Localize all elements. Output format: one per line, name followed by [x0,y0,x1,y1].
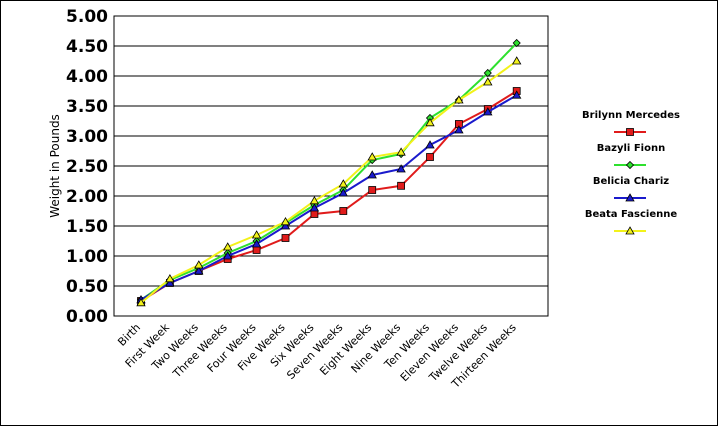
legend-marker [625,160,635,170]
y-tick-label: 0.50 [66,277,108,297]
data-point [194,266,204,275]
data-point [397,181,406,190]
data-point [251,230,262,239]
y-tick-label: 3.00 [66,127,108,147]
data-point [454,95,464,104]
data-point [512,56,522,65]
data-point [368,186,377,194]
data-point [339,207,348,215]
legend-label: Brilynn Mercedes [582,110,680,121]
data-point [483,77,493,86]
legend-marker [625,226,635,235]
data-point [512,38,521,48]
legend-label: Bazyli Fionn [597,143,665,154]
data-point [309,203,320,212]
data-point [251,239,262,248]
series-beata-fascienne [136,56,522,307]
data-point [338,179,348,188]
y-tick-label: 2.50 [66,157,108,177]
legend: Brilynn Mercedes Bazyli Fionn Belicia Char… [582,110,680,235]
data-point [165,273,175,283]
data-point [425,140,435,149]
y-tick-label: 1.50 [66,217,108,237]
data-point [309,195,320,205]
data-point [223,242,233,251]
y-tick-label: 4.50 [66,37,108,57]
series-group [136,38,522,307]
data-point [396,164,406,173]
y-tick-label: 5.00 [66,7,108,27]
series-line [140,94,518,301]
data-point [223,251,233,260]
data-point [281,234,290,242]
legend-marker [625,193,635,202]
data-point [483,68,492,78]
series-belicia-chariz [136,90,522,304]
gridlines [114,15,548,317]
data-point [252,246,261,254]
data-point [483,107,493,116]
data-point [338,188,348,197]
data-point [454,125,464,134]
data-point [425,117,435,127]
legend-marker [626,128,634,136]
legend-label: Belicia Chariz [593,176,669,187]
data-point [194,260,204,269]
y-tick-label: 1.00 [66,247,108,267]
y-tick-label: 4.00 [66,67,108,87]
series-line [140,60,518,304]
data-point [280,216,291,226]
y-axis-label: Weight in Pounds [48,114,62,218]
data-point [310,210,319,218]
data-point [367,170,377,179]
y-tick-label: 0.00 [66,307,108,327]
data-point [512,90,522,99]
data-point [165,278,175,287]
data-point [426,153,434,161]
data-point [367,152,377,161]
y-tick-label: 2.00 [66,187,108,207]
data-point [136,297,146,307]
data-point [280,221,291,230]
data-point [396,147,406,156]
y-axis-ticks: 0.00 0.50 1.00 1.50 2.00 2.50 3.00 3.50 4.00 4.50… [66,7,108,327]
y-tick-label: 3.50 [66,97,108,117]
legend-label: Beata Fascienne [585,209,677,220]
